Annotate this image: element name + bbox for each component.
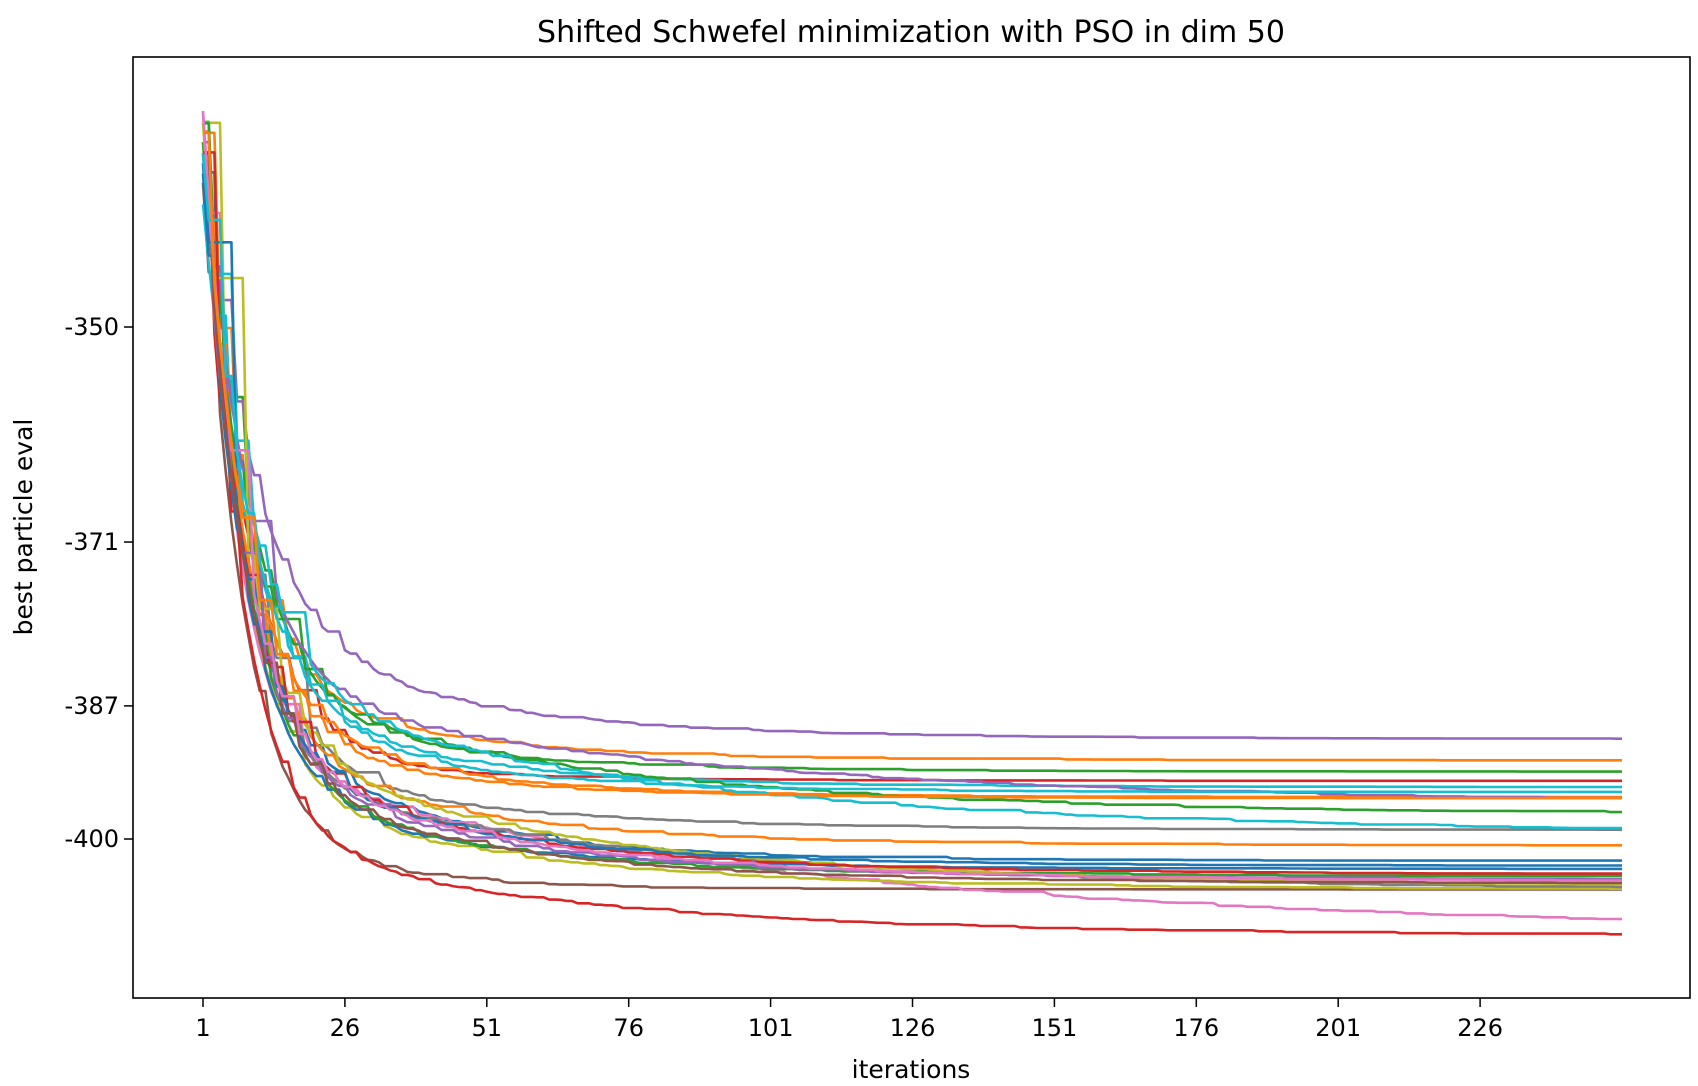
series-line xyxy=(203,120,1622,773)
series-line xyxy=(203,121,1622,891)
series-line xyxy=(201,153,1623,832)
plot-frame xyxy=(132,56,1691,999)
x-tick-label: 1 xyxy=(195,1014,210,1042)
series-line xyxy=(201,164,1622,867)
x-axis-ticks: 1 26 51 76 101 126 151 176 201 226 xyxy=(195,998,1503,1042)
x-tick-label: 151 xyxy=(1031,1014,1077,1042)
series-line xyxy=(201,110,1622,882)
series-line xyxy=(203,140,1622,800)
x-tick-label: 201 xyxy=(1315,1014,1361,1042)
x-tick-label: 76 xyxy=(613,1014,644,1042)
x-axis-label: iterations xyxy=(852,1055,971,1084)
series-line xyxy=(203,131,1622,762)
series-line xyxy=(201,112,1623,921)
series-line xyxy=(201,204,1622,789)
x-tick-label: 101 xyxy=(748,1014,794,1042)
y-tick-label: -350 xyxy=(65,313,119,341)
series-line xyxy=(201,152,1622,830)
series-layer xyxy=(201,110,1623,936)
y-tick-label: -387 xyxy=(65,692,119,720)
series-line xyxy=(203,131,1622,800)
series-line xyxy=(201,182,1622,891)
series-line xyxy=(201,153,1622,794)
y-tick-label: -400 xyxy=(65,825,119,853)
series-line xyxy=(203,130,1622,847)
series-line xyxy=(203,152,1622,885)
x-tick-label: 26 xyxy=(330,1014,361,1042)
y-tick-label: -371 xyxy=(65,528,119,556)
y-axis-label: best particle eval xyxy=(9,419,38,636)
x-tick-label: 176 xyxy=(1173,1014,1219,1042)
x-tick-label: 226 xyxy=(1457,1014,1503,1042)
x-tick-label: 126 xyxy=(890,1014,936,1042)
series-line xyxy=(201,162,1622,741)
series-line xyxy=(203,160,1622,936)
x-tick-label: 51 xyxy=(472,1014,503,1042)
chart-title: Shifted Schwefel minimization with PSO i… xyxy=(537,15,1285,50)
y-axis-ticks: -350 -371 -387 -400 xyxy=(65,313,133,853)
